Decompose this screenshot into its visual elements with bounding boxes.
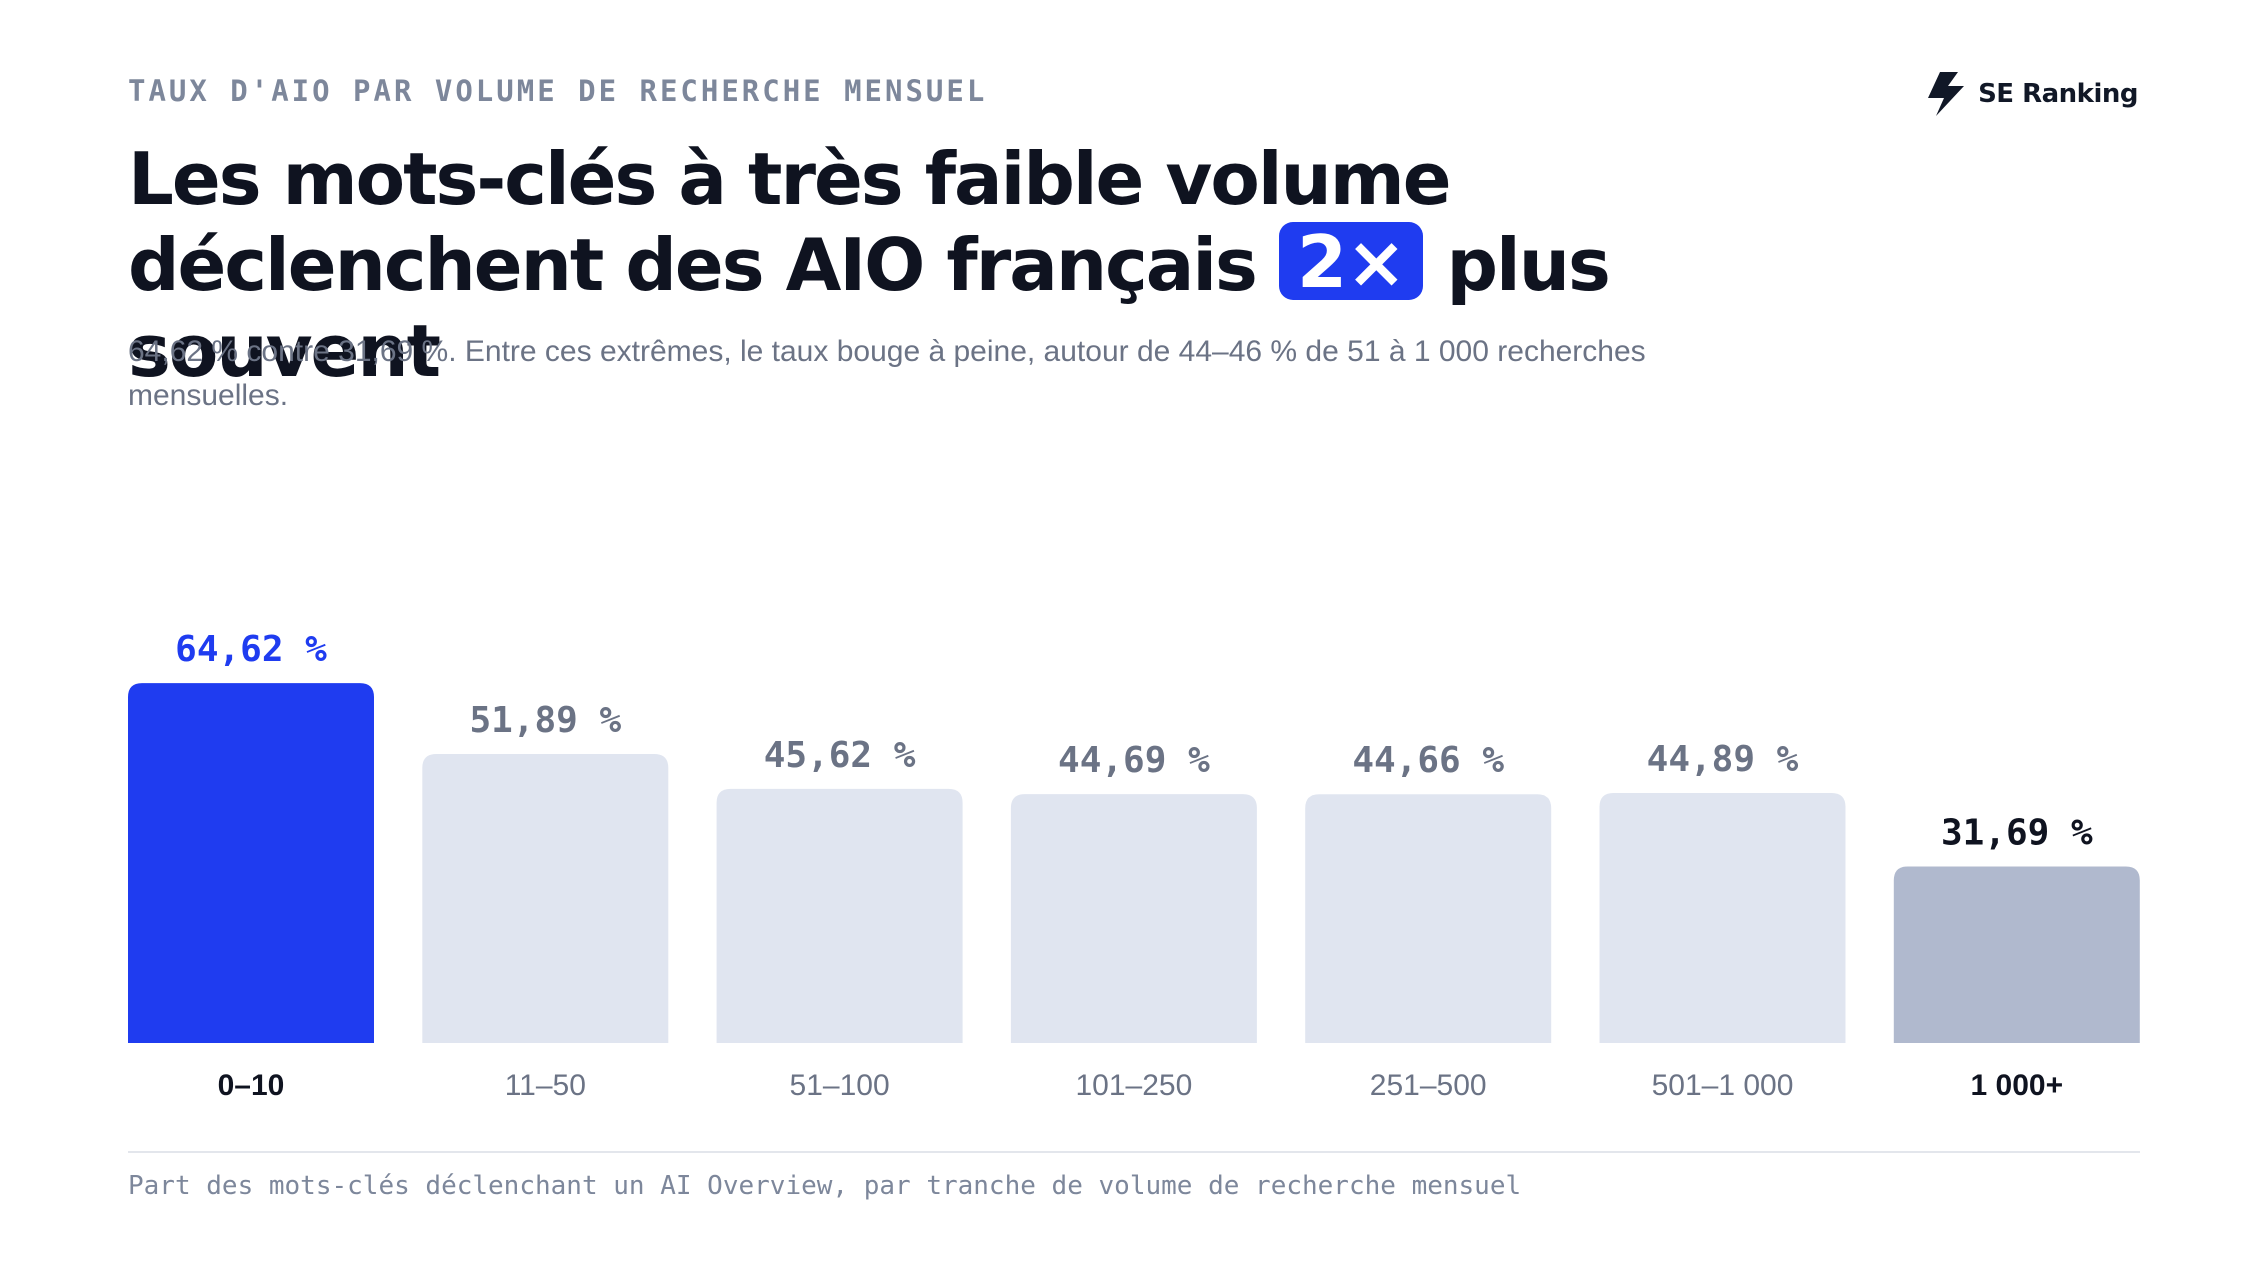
category-label-6: 1 000+ <box>1971 1069 2064 1102</box>
value-label-0: 64,62 % <box>175 629 327 670</box>
value-label-5: 44,89 % <box>1647 739 1799 780</box>
bar-chart: 64,62 % 0–10 51,89 % 11–50 45,62 % 51–100 44,6… <box>128 629 2140 1102</box>
category-label-2: 51–100 <box>790 1069 890 1102</box>
category-label-4: 251–500 <box>1370 1069 1487 1102</box>
chart-subtitle: 64,62 % contre 31,69 %. Entre ces extrêm… <box>128 335 1646 412</box>
value-label-1: 51,89 % <box>469 700 621 741</box>
se-ranking-bolt-icon <box>1928 72 1965 116</box>
headline-text-1: Les mots-clés à très faible volume décle… <box>128 137 1452 307</box>
value-label-6: 31,69 % <box>1941 812 2093 853</box>
bar-3 <box>1010 794 1257 1043</box>
bar-1 <box>422 753 669 1043</box>
bar-4 <box>1305 794 1552 1043</box>
se-ranking-logo: SE Ranking <box>1926 72 2138 116</box>
footer-divider <box>128 1151 2140 1153</box>
bar-0 <box>128 683 374 1043</box>
category-label-3: 101–250 <box>1076 1069 1193 1102</box>
bar-6 <box>1893 866 2140 1043</box>
category-label-5: 501–1 000 <box>1652 1069 1794 1102</box>
bar-5 <box>1599 792 1846 1043</box>
value-label-2: 45,62 % <box>764 735 916 776</box>
headline-badge: 2× <box>1278 222 1424 302</box>
value-label-4: 44,66 % <box>1352 740 1504 781</box>
category-label-0: 0–10 <box>218 1069 285 1102</box>
chart-eyebrow: TAUX D'AIO PAR VOLUME DE RECHERCHE MENSU… <box>128 74 988 108</box>
bar-2 <box>716 788 963 1043</box>
value-label-3: 44,69 % <box>1058 740 1210 781</box>
chart-headline: Les mots-clés à très faible volume décle… <box>128 136 1928 394</box>
logo-text: SE Ranking <box>1978 79 2138 109</box>
chart-footnote: Part des mots-clés déclenchant un AI Ove… <box>128 1171 1522 1201</box>
headline-text-2: plus souvent <box>128 223 1611 393</box>
category-label-1: 11–50 <box>505 1069 586 1102</box>
